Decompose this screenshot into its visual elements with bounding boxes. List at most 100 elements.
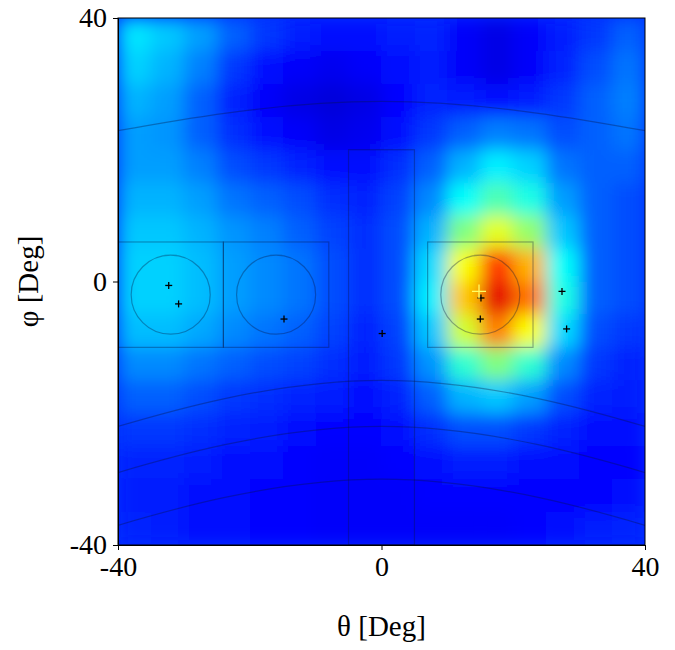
heatmap-cell — [349, 84, 382, 117]
x-axis: -40040 — [100, 545, 660, 582]
vessel-arc — [118, 101, 645, 136]
heatmap-cell — [349, 314, 382, 347]
axis-line — [119, 546, 646, 551]
heatmap-cell — [546, 51, 579, 84]
heatmap-cell — [151, 380, 184, 413]
tick-mark — [645, 545, 646, 550]
heatmap-cell — [184, 216, 217, 249]
heatmap-cell — [414, 512, 447, 545]
heatmap-cell — [316, 18, 349, 51]
heatmap-cell — [118, 314, 151, 347]
marker-cross — [472, 284, 486, 298]
heatmap-cell — [316, 380, 349, 413]
heatmap-cell — [349, 150, 382, 183]
tick: 0 — [93, 266, 118, 297]
plot-background — [118, 18, 645, 545]
heatmap-cell — [447, 282, 480, 315]
heatmap-cell — [283, 51, 316, 84]
heatmap-cell — [513, 18, 546, 51]
heatmap-cell — [349, 216, 382, 249]
heatmap-cell — [217, 117, 250, 150]
heatmap-cell — [283, 446, 316, 479]
heatmap-cell — [612, 18, 645, 51]
heatmap-cell — [447, 249, 480, 282]
marker-stroke — [480, 294, 481, 301]
heatmap-cell — [579, 446, 612, 479]
heatmap-cell — [480, 380, 513, 413]
vessel-arc — [118, 426, 645, 492]
heatmap-cell — [480, 51, 513, 84]
heatmap-cell — [480, 117, 513, 150]
heatmap-cell — [316, 446, 349, 479]
tick: -40 — [70, 529, 118, 560]
heatmap-cell — [612, 282, 645, 315]
heatmap-cell — [579, 183, 612, 216]
heatmap-cell — [184, 282, 217, 315]
heatmap-cell — [612, 150, 645, 183]
heatmap-cell — [118, 216, 151, 249]
heatmap-cell — [447, 347, 480, 380]
heatmap-cell — [316, 282, 349, 315]
heatmap-cell — [414, 479, 447, 512]
heatmap-cell — [184, 51, 217, 84]
heatmap-cell — [612, 249, 645, 282]
heatmap-cell — [316, 84, 349, 117]
vessel-arc — [118, 380, 645, 446]
heatmap-cell — [250, 380, 283, 413]
heatmap-cell — [414, 216, 447, 249]
heatmap-cell — [546, 314, 579, 347]
heatmap-cell — [414, 282, 447, 315]
heatmap-cell — [546, 446, 579, 479]
heatmap-cell — [349, 249, 382, 282]
heatmap-cell — [546, 216, 579, 249]
heatmap-cell — [447, 216, 480, 249]
heatmap-cell — [513, 413, 546, 446]
port-frame — [223, 242, 328, 347]
heatmap-cell — [382, 216, 415, 249]
heatmap-cell — [250, 282, 283, 315]
vessel-outline — [118, 101, 645, 545]
heatmap-cell — [612, 183, 645, 216]
heatmap-cell — [316, 183, 349, 216]
heatmap-cell — [217, 51, 250, 84]
heatmap-cell — [513, 314, 546, 347]
heatmap-cell — [283, 117, 316, 150]
heatmap-cell — [151, 446, 184, 479]
heatmap-cell — [382, 18, 415, 51]
heatmap-cell — [513, 347, 546, 380]
heatmap-cell — [480, 446, 513, 479]
heatmap-cell — [480, 413, 513, 446]
heatmap-cell — [480, 183, 513, 216]
heatmap-cell — [546, 282, 579, 315]
heatmap-cell — [349, 51, 382, 84]
heatmap-cell — [250, 84, 283, 117]
heatmap-cell — [151, 84, 184, 117]
tick-label: 0 — [93, 266, 107, 297]
heatmap-cell — [447, 18, 480, 51]
heatmap-cell — [184, 84, 217, 117]
heatmap-cell — [612, 314, 645, 347]
heatmap-cell — [414, 84, 447, 117]
heatmap-cell — [579, 282, 612, 315]
x-axis-title: θ [Deg] — [337, 610, 426, 642]
heatmap-cell — [612, 117, 645, 150]
heatmap-cell — [414, 183, 447, 216]
heatmap-cell — [151, 183, 184, 216]
heatmap-cells — [118, 18, 645, 545]
heatmap-cell — [414, 117, 447, 150]
heatmap-cell — [382, 51, 415, 84]
heatmap-cell — [118, 51, 151, 84]
tick: 0 — [375, 545, 389, 582]
port-frame — [428, 242, 533, 347]
heatmap-cell — [612, 479, 645, 512]
heatmap-cell — [316, 314, 349, 347]
heatmap-cell — [579, 51, 612, 84]
heatmap-cell — [546, 347, 579, 380]
heatmap-cell — [382, 413, 415, 446]
heatmap-cell — [217, 249, 250, 282]
heatmap-cell — [382, 314, 415, 347]
marker-stroke — [382, 330, 383, 337]
heatmap-cell — [382, 446, 415, 479]
tick-label: 40 — [79, 2, 107, 33]
heatmap-cell — [447, 150, 480, 183]
